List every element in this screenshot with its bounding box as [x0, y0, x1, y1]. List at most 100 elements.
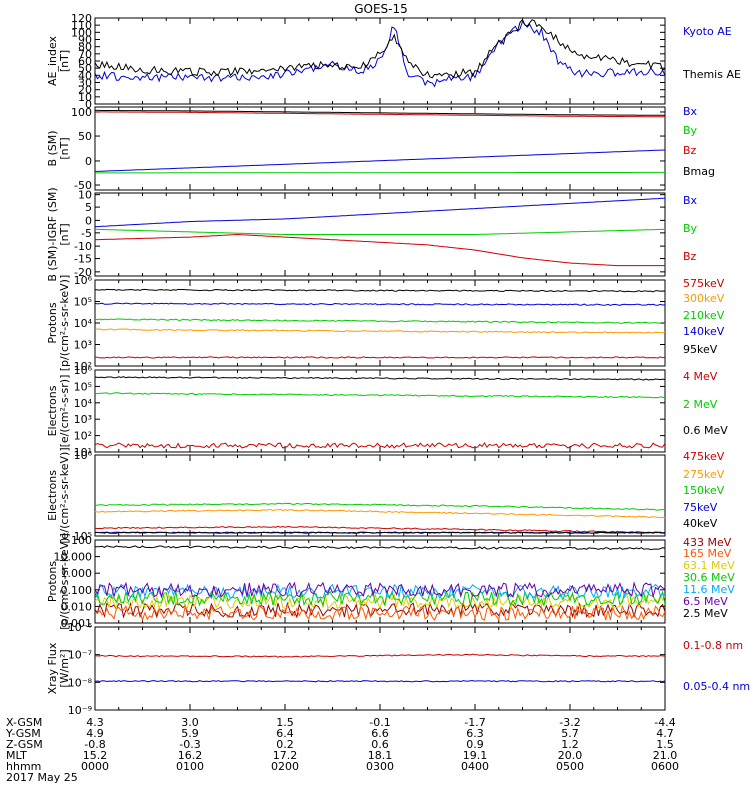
footer-value: 0500	[556, 760, 584, 773]
footer-row-label: Z-GSM	[6, 738, 43, 751]
legend-entry: 210keV	[683, 309, 725, 322]
legend-entry: 150keV	[683, 484, 725, 497]
footer-value: -1.7	[464, 716, 485, 729]
y-tick-label: 80	[78, 41, 92, 54]
series-line-bz	[95, 233, 665, 267]
y-tick-label: 10⁻⁸	[68, 676, 93, 689]
footer-value: -3.2	[559, 716, 580, 729]
series-line-themis-ae	[95, 18, 665, 79]
footer-ephemeris: X-GSM 4.3 3.0 1.5 -0.1 -1.7 -3.2 -4.4 Y-GSM 4.9 5.…	[5, 716, 679, 784]
footer-value: -0.8	[84, 738, 105, 751]
footer-value: 3.0	[181, 716, 199, 729]
series-line-40kev	[95, 531, 665, 534]
footer-value: 1.5	[276, 716, 294, 729]
y-tick-label: 30	[78, 77, 92, 90]
footer-value: 21.0	[653, 749, 678, 762]
series-line-0-1-0-8-nm	[95, 653, 665, 658]
y-axis-unit: [e/(cm²-s-sr-keV)]	[58, 447, 71, 543]
y-tick-label: 10²	[74, 430, 92, 443]
y-axis-unit: [p/(cm²-s-sr-keV)]	[58, 275, 71, 372]
y-axis-label: Electrons	[46, 470, 59, 521]
footer-value: 4.7	[656, 727, 674, 740]
footer-value: 19.1	[463, 749, 488, 762]
footer-value: -0.3	[179, 738, 200, 751]
footer-value: 0200	[271, 760, 299, 773]
legend-entry: 11.6 MeV	[683, 583, 735, 596]
y-tick-label: 0	[85, 214, 92, 227]
footer-value: 5.9	[181, 727, 199, 740]
series-line-by	[95, 171, 665, 174]
y-tick-label: -50	[74, 179, 92, 192]
footer-value: 0300	[366, 760, 394, 773]
series-line-bx	[95, 197, 665, 228]
y-tick-label: 10	[78, 189, 92, 202]
footer-value: 6.3	[466, 727, 484, 740]
legend-entry: Bz	[683, 250, 697, 263]
legend-entry: Bz	[683, 144, 697, 157]
y-tick-label: 50	[78, 62, 92, 75]
legend-entry: 165 MeV	[683, 547, 732, 560]
y-tick-label: 10⁻⁶	[68, 621, 93, 634]
y-tick-label: 100	[71, 26, 92, 39]
y-tick-label: -20	[74, 266, 92, 279]
footer-value: 0000	[81, 760, 109, 773]
series-line-95kev	[95, 288, 665, 293]
footer-value: 0.9	[466, 738, 484, 751]
series-group	[95, 376, 665, 449]
y-tick-label: 0	[85, 155, 92, 168]
footer-value: 6.4	[276, 727, 294, 740]
y-axis-label: AE_index	[46, 35, 59, 86]
footer-row-label: MLT	[6, 749, 27, 762]
y-tick-label: 10³	[74, 339, 92, 352]
legend-entry: 300keV	[683, 292, 725, 305]
y-tick-label: 1.000	[61, 567, 93, 580]
plot-title: GOES-15	[354, 2, 408, 16]
y-axis-label: B (SM)-IGRF (SM)	[46, 187, 59, 281]
series-line-bz	[95, 111, 665, 118]
y-tick-label: 0.010	[61, 600, 93, 613]
y-tick-label: 100	[71, 106, 92, 119]
legend-entry: Kyoto AE	[683, 25, 732, 38]
y-axis-unit: [nT]	[58, 50, 71, 72]
y-axis-unit: [nT]	[58, 223, 71, 245]
series-line-bmag	[95, 109, 665, 116]
footer-value: 0.6	[371, 738, 389, 751]
series-group	[95, 545, 665, 622]
series-group	[95, 197, 665, 267]
footer-row-label: X-GSM	[6, 716, 42, 729]
series-group	[95, 18, 665, 88]
footer-row-label: Y-GSM	[5, 727, 41, 740]
panel-frame	[94, 626, 666, 711]
series-line-4-mev	[95, 442, 665, 449]
panel-frame	[94, 106, 666, 191]
y-tick-label: 50	[78, 130, 92, 143]
footer-value: -0.1	[369, 716, 390, 729]
y-axis-unit: [nT]	[58, 137, 71, 159]
y-tick-label: 5	[85, 201, 92, 214]
series-line-140kev	[95, 302, 665, 306]
legend-entry: 95keV	[683, 343, 718, 356]
legend-entry: 6.5 MeV	[683, 595, 728, 608]
legend-entry: 75keV	[683, 501, 718, 514]
footer-value: 4.9	[86, 727, 104, 740]
panel-5: 10⁶ 10⁵ 10⁴ 10³ 10² 10¹ Electrons [e/(cm²-s-sr)…	[46, 364, 728, 459]
y-axis-label: B (SM)	[46, 130, 59, 166]
y-tick-label: 10⁵	[74, 530, 92, 543]
series-group	[95, 288, 665, 359]
footer-date: 2017 May 25	[6, 771, 78, 784]
legend-entry: 433 MeV	[683, 536, 732, 549]
y-tick-label: 10⁴	[74, 397, 93, 410]
legend-entry: Bmag	[683, 165, 715, 178]
y-tick-label: 10⁵	[74, 296, 92, 309]
legend-entry: By	[683, 124, 698, 137]
y-tick-label: 10⁴	[74, 317, 93, 330]
footer-value: 18.1	[368, 749, 393, 762]
y-axis-unit: [p/(cm²-s-sr-keV)]	[58, 533, 71, 630]
series-line-475kev	[95, 525, 665, 534]
y-tick-label: 10⁵	[74, 380, 92, 393]
panel-2: 100 50 0 -50 B (SM) [nT] Bx By Bz Bmag	[46, 105, 715, 192]
footer-value: 0100	[176, 760, 204, 773]
y-tick-label: 90	[78, 34, 92, 47]
panel-frame	[94, 539, 666, 624]
